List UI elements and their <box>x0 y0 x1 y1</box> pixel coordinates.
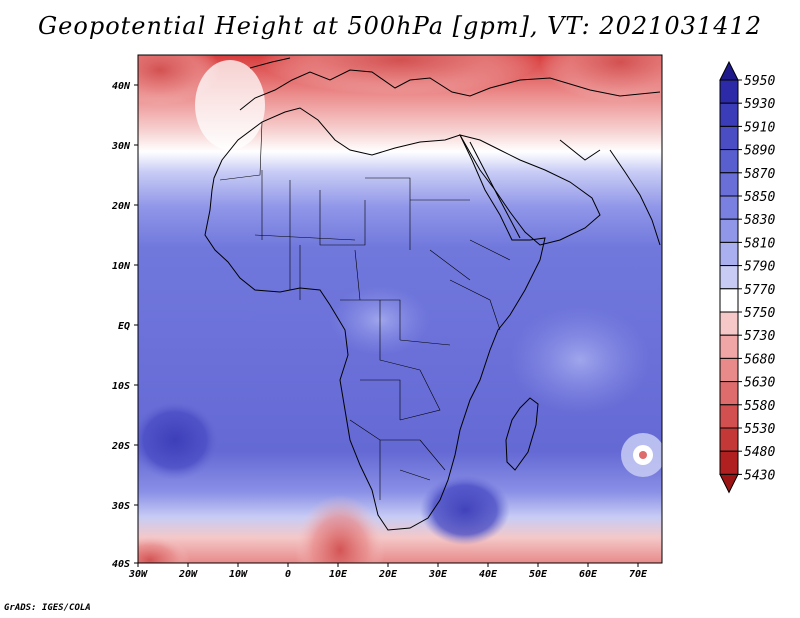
lat-tick-label: 30S <box>111 501 130 512</box>
lon-tick-label: 0 <box>285 569 291 580</box>
colorbar-segment <box>719 149 739 174</box>
colorbar-segment <box>719 195 739 220</box>
coastlines <box>204 57 661 531</box>
colorbar-label: 5730 <box>744 329 775 344</box>
lon-tick-label: 60E <box>579 569 598 580</box>
colorbar-label: 5830 <box>744 213 775 228</box>
colorbar-label: 5910 <box>744 120 775 135</box>
country-borders <box>219 121 511 500</box>
colorbar-segment <box>719 450 739 475</box>
colorbar-label: 5810 <box>744 236 775 251</box>
colorbar-label: 5790 <box>744 260 775 275</box>
colorbar-segment <box>719 125 739 151</box>
colorbar-label: 5430 <box>744 468 775 483</box>
lon-tick-label: 50E <box>529 569 548 580</box>
colorbar-label: 5680 <box>744 352 775 367</box>
colorbar-label: 5890 <box>744 144 775 159</box>
lon-tick-label: 10E <box>329 569 348 580</box>
chart-title: Geopotential Height at 500hPa [gpm], VT:… <box>38 12 762 40</box>
lat-tick-label: 40N <box>112 81 131 92</box>
colorbar-label: 5850 <box>744 190 775 205</box>
plot-frame <box>137 54 663 564</box>
colorbar-segment <box>719 265 739 290</box>
colorbar-segment <box>719 427 739 452</box>
colorbar-label: 5630 <box>744 376 775 391</box>
colorbar-segment <box>719 311 739 336</box>
colorbar-segment <box>719 172 739 197</box>
lon-tick-label: 20W <box>178 569 198 580</box>
credit-label: GrADS: IGES/COLA <box>4 603 91 613</box>
latitude-axis: 40N 30N 20N 10N EQ 10S 20S 30S 40S <box>111 81 138 570</box>
colorbar-label: 5770 <box>744 283 775 298</box>
colorbar-label: 5930 <box>744 97 775 112</box>
colorbar-segment <box>719 218 739 243</box>
colorbar-bottom-arrow <box>719 473 739 494</box>
colorbar-label: 5870 <box>744 167 775 182</box>
colorbar-segment <box>719 241 739 267</box>
colorbar-label: 5530 <box>744 422 775 437</box>
lon-tick-label: 70E <box>629 569 648 580</box>
colorbar-segment <box>719 404 739 429</box>
colorbar-segment <box>719 102 739 127</box>
lat-tick-label: 30N <box>111 141 131 152</box>
lon-tick-label: 10W <box>229 569 248 580</box>
longitude-axis: 30W 20W 10W 0 10E 20E 30E 40E 50E 60E 70E <box>128 563 648 580</box>
colorbar: 5950 5930 5910 5890 5870 5850 5830 5810 5790 5770… <box>719 60 775 494</box>
colorbar-segment <box>719 288 739 313</box>
colorbar-top-arrow <box>719 60 739 81</box>
colorbar-segment <box>719 79 739 104</box>
lon-tick-label: 30W <box>128 569 148 580</box>
colorbar-label: 5580 <box>744 399 775 414</box>
colorbar-segment <box>719 381 739 406</box>
lon-tick-label: 40E <box>479 569 498 580</box>
colorbar-label: 5750 <box>744 306 775 321</box>
colorbar-label: 5480 <box>744 445 775 460</box>
lat-tick-label: 40S <box>112 559 130 570</box>
colorbar-label: 5950 <box>744 74 775 89</box>
colorbar-segment <box>719 334 739 359</box>
lat-tick-label: 20N <box>111 201 131 212</box>
lon-tick-label: 20E <box>378 569 398 580</box>
lat-tick-label: 20S <box>111 441 130 452</box>
lat-tick-label: 10N <box>112 261 131 272</box>
colorbar-segment <box>719 357 739 383</box>
lat-tick-label: EQ <box>118 321 130 332</box>
lon-tick-label: 30E <box>428 569 448 580</box>
lat-tick-label: 10S <box>112 381 130 392</box>
